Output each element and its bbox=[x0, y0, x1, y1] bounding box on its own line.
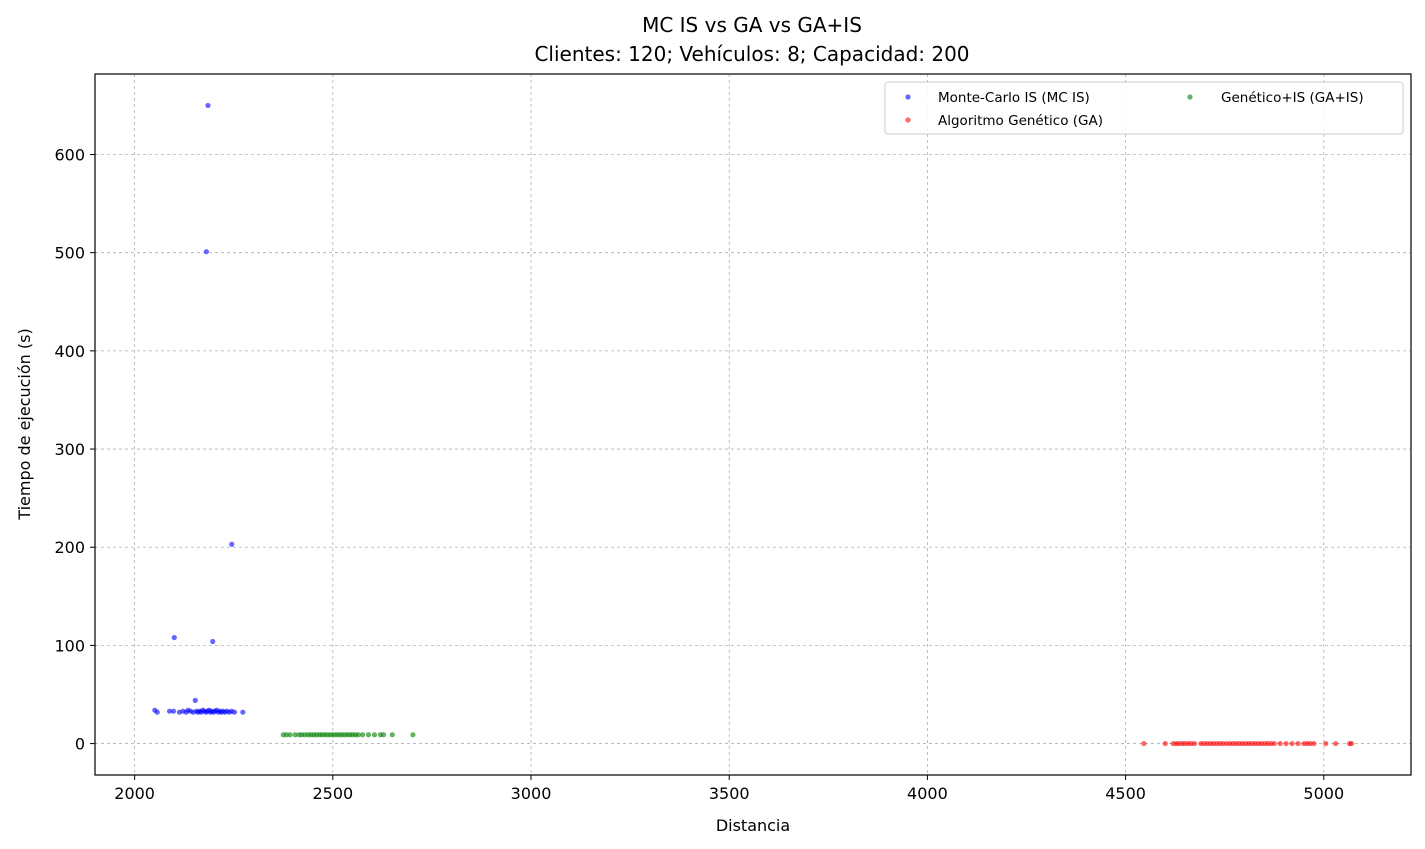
plot-frame bbox=[94, 73, 1412, 776]
point-ga-is bbox=[410, 732, 416, 738]
point-ga bbox=[1348, 740, 1355, 747]
point-mc-is bbox=[203, 249, 209, 255]
point-ga bbox=[1277, 740, 1283, 747]
point-ga-is bbox=[287, 732, 293, 738]
y-tick-label: 200 bbox=[54, 538, 85, 557]
point-ga bbox=[1220, 740, 1226, 747]
point-ga-is bbox=[380, 732, 387, 738]
x-tick-label: 4500 bbox=[1105, 784, 1146, 803]
y-tick-label: 100 bbox=[54, 636, 85, 655]
point-mc-is bbox=[192, 697, 198, 703]
legend-marker-ga-is bbox=[1187, 94, 1193, 100]
legend-box bbox=[884, 81, 1404, 135]
point-mc-is bbox=[205, 102, 211, 109]
grid-lines bbox=[95, 74, 1411, 775]
point-ga bbox=[1333, 740, 1339, 747]
point-ga-is bbox=[371, 732, 378, 738]
point-ga bbox=[1162, 740, 1168, 747]
point-ga-is bbox=[359, 732, 366, 738]
point-ga-is bbox=[292, 732, 298, 738]
point-mc-is bbox=[170, 708, 177, 714]
legend-marker-mc-is bbox=[905, 94, 911, 100]
series-ga bbox=[1141, 740, 1355, 747]
y-tick-label: 0 bbox=[75, 735, 85, 754]
point-mc-is bbox=[166, 708, 173, 714]
point-ga-is bbox=[389, 732, 395, 738]
x-tick-label: 4000 bbox=[907, 784, 948, 803]
point-ga bbox=[1311, 740, 1317, 747]
y-tick-label: 600 bbox=[54, 146, 85, 165]
point-ga bbox=[1271, 740, 1277, 747]
point-ga-is bbox=[355, 732, 361, 738]
point-mc-is bbox=[240, 709, 246, 715]
chart-subtitle: Clientes: 120; Vehículos: 8; Capacidad: … bbox=[534, 42, 969, 66]
point-ga-is bbox=[283, 732, 290, 738]
point-mc-is bbox=[154, 709, 160, 715]
point-mc-is bbox=[231, 709, 238, 715]
legend-label-ga-is: Genético+IS (GA+IS) bbox=[1221, 90, 1364, 106]
point-mc-is bbox=[171, 634, 177, 641]
point-ga bbox=[1289, 740, 1295, 747]
point-ga bbox=[1141, 740, 1147, 747]
point-ga-is bbox=[365, 732, 372, 738]
point-ga bbox=[1283, 740, 1289, 747]
chart-title: MC IS vs GA vs GA+IS bbox=[642, 13, 862, 37]
legend-label-mc-is: Monte-Carlo IS (MC IS) bbox=[938, 90, 1090, 106]
x-tick-label: 3000 bbox=[511, 784, 552, 803]
y-tick-label: 500 bbox=[54, 244, 85, 263]
series-mc-is bbox=[152, 102, 246, 715]
x-tick-label: 5000 bbox=[1303, 784, 1344, 803]
point-ga bbox=[1307, 740, 1313, 747]
point-mc-is bbox=[210, 638, 216, 645]
point-ga bbox=[1323, 740, 1329, 747]
legend: Monte-Carlo IS (MC IS) Algoritmo Genétic… bbox=[884, 81, 1404, 135]
point-mc-is bbox=[229, 541, 235, 547]
x-tick-label: 2500 bbox=[312, 784, 353, 803]
point-ga bbox=[1191, 740, 1198, 747]
legend-label-ga: Algoritmo Genético (GA) bbox=[938, 113, 1103, 129]
axis-ticks: 2000 2500 3000 3500 4000 4500 5000 0 100 200 300 40… bbox=[54, 146, 1344, 803]
legend-marker-ga bbox=[905, 117, 911, 123]
series-ga-is bbox=[280, 732, 416, 738]
y-tick-label: 400 bbox=[54, 342, 85, 361]
x-tick-label: 3500 bbox=[709, 784, 750, 803]
y-axis-label: Tiempo de ejecución (s) bbox=[15, 328, 34, 520]
data-points bbox=[152, 102, 1355, 747]
y-tick-label: 300 bbox=[54, 440, 85, 459]
x-axis-label: Distancia bbox=[716, 816, 790, 835]
x-tick-label: 2000 bbox=[114, 784, 155, 803]
point-ga bbox=[1295, 740, 1301, 747]
